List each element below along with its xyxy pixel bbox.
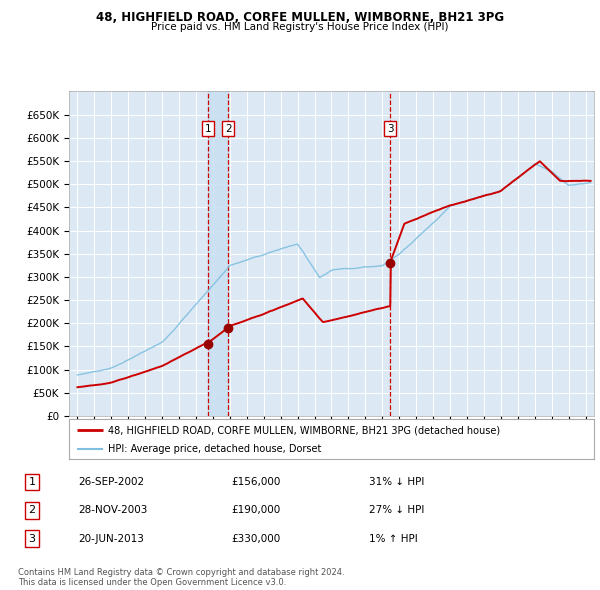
Text: 3: 3 <box>29 534 35 543</box>
Text: £330,000: £330,000 <box>231 534 280 543</box>
Text: 31% ↓ HPI: 31% ↓ HPI <box>369 477 424 487</box>
Text: 1: 1 <box>205 123 212 133</box>
Text: 2: 2 <box>29 506 36 515</box>
Text: £156,000: £156,000 <box>231 477 280 487</box>
Text: Contains HM Land Registry data © Crown copyright and database right 2024.
This d: Contains HM Land Registry data © Crown c… <box>18 568 344 587</box>
Text: 26-SEP-2002: 26-SEP-2002 <box>78 477 145 487</box>
Text: 28-NOV-2003: 28-NOV-2003 <box>78 506 148 515</box>
Text: 27% ↓ HPI: 27% ↓ HPI <box>369 506 424 515</box>
Text: 3: 3 <box>387 123 394 133</box>
Text: 2: 2 <box>225 123 232 133</box>
Text: HPI: Average price, detached house, Dorset: HPI: Average price, detached house, Dors… <box>109 444 322 454</box>
Text: Price paid vs. HM Land Registry's House Price Index (HPI): Price paid vs. HM Land Registry's House … <box>151 22 449 32</box>
Text: 1% ↑ HPI: 1% ↑ HPI <box>369 534 418 543</box>
Text: 1: 1 <box>29 477 35 487</box>
Text: 48, HIGHFIELD ROAD, CORFE MULLEN, WIMBORNE, BH21 3PG (detached house): 48, HIGHFIELD ROAD, CORFE MULLEN, WIMBOR… <box>109 425 500 435</box>
Text: £190,000: £190,000 <box>231 506 280 515</box>
Bar <box>208 91 228 416</box>
Text: 48, HIGHFIELD ROAD, CORFE MULLEN, WIMBORNE, BH21 3PG: 48, HIGHFIELD ROAD, CORFE MULLEN, WIMBOR… <box>96 11 504 24</box>
Text: 20-JUN-2013: 20-JUN-2013 <box>78 534 144 543</box>
